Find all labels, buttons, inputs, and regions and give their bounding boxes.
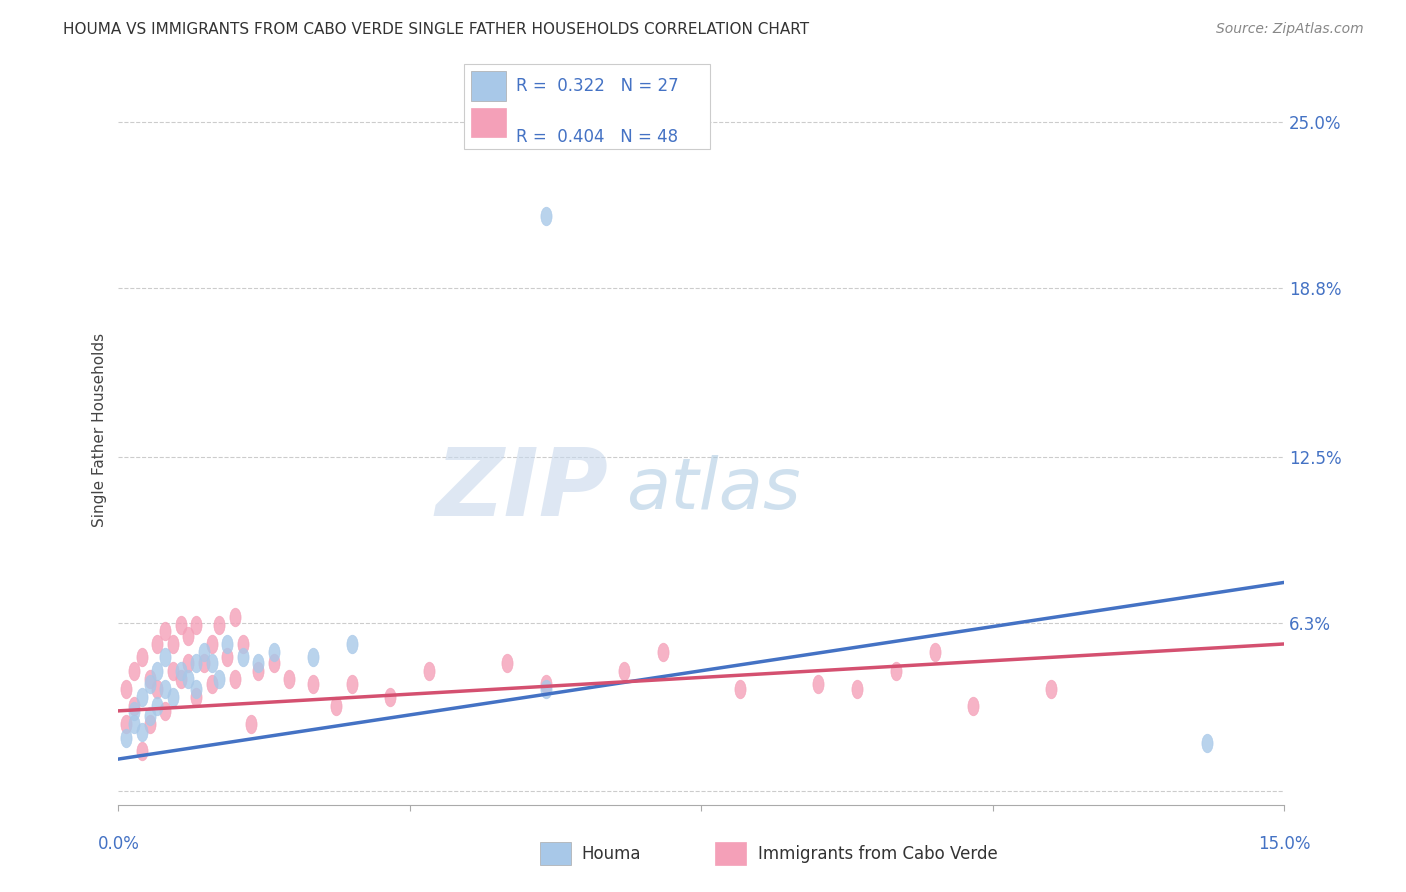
- Point: [193, 645, 215, 659]
- Point: [534, 682, 557, 697]
- Point: [232, 650, 254, 665]
- Point: [169, 618, 191, 632]
- Point: [186, 690, 208, 705]
- Text: HOUMA VS IMMIGRANTS FROM CABO VERDE SINGLE FATHER HOUSEHOLDS CORRELATION CHART: HOUMA VS IMMIGRANTS FROM CABO VERDE SING…: [63, 22, 810, 37]
- Point: [122, 704, 145, 718]
- Point: [138, 709, 160, 723]
- Point: [153, 682, 176, 697]
- Point: [186, 682, 208, 697]
- Point: [534, 209, 557, 223]
- Point: [131, 650, 153, 665]
- Point: [153, 704, 176, 718]
- Point: [613, 664, 636, 678]
- Point: [169, 672, 191, 686]
- Point: [651, 645, 673, 659]
- Text: 15.0%: 15.0%: [1258, 835, 1310, 853]
- Point: [534, 677, 557, 691]
- Text: Immigrants from Cabo Verde: Immigrants from Cabo Verde: [758, 845, 997, 863]
- Point: [496, 656, 519, 670]
- Point: [131, 725, 153, 739]
- Point: [278, 672, 301, 686]
- Point: [340, 677, 363, 691]
- Y-axis label: Single Father Households: Single Father Households: [93, 333, 107, 527]
- Point: [325, 698, 347, 713]
- Text: atlas: atlas: [626, 455, 800, 524]
- Point: [418, 664, 440, 678]
- Point: [146, 664, 169, 678]
- Point: [380, 690, 402, 705]
- Point: [138, 677, 160, 691]
- Point: [217, 637, 239, 651]
- Point: [263, 645, 285, 659]
- Point: [247, 664, 270, 678]
- Point: [177, 672, 200, 686]
- Text: ZIP: ZIP: [436, 444, 609, 536]
- Point: [153, 624, 176, 638]
- Point: [962, 698, 984, 713]
- Point: [301, 650, 323, 665]
- Point: [217, 650, 239, 665]
- Point: [1195, 736, 1218, 750]
- Point: [122, 717, 145, 731]
- Point: [131, 690, 153, 705]
- Point: [146, 698, 169, 713]
- Point: [131, 744, 153, 758]
- Point: [728, 682, 751, 697]
- Point: [122, 698, 145, 713]
- Point: [340, 637, 363, 651]
- Point: [224, 672, 246, 686]
- Text: 0.0%: 0.0%: [97, 835, 139, 853]
- Point: [224, 610, 246, 624]
- Point: [146, 682, 169, 697]
- Point: [162, 637, 184, 651]
- Point: [122, 664, 145, 678]
- Point: [201, 637, 224, 651]
- Point: [115, 682, 138, 697]
- Point: [193, 656, 215, 670]
- Point: [924, 645, 946, 659]
- Point: [201, 656, 224, 670]
- Point: [146, 637, 169, 651]
- Point: [138, 717, 160, 731]
- Point: [162, 690, 184, 705]
- Point: [153, 650, 176, 665]
- Point: [1040, 682, 1063, 697]
- Point: [169, 664, 191, 678]
- Text: Source: ZipAtlas.com: Source: ZipAtlas.com: [1216, 22, 1364, 37]
- Point: [208, 618, 231, 632]
- Point: [162, 664, 184, 678]
- Point: [232, 637, 254, 651]
- Point: [208, 672, 231, 686]
- Point: [138, 672, 160, 686]
- Text: R =  0.322   N = 27: R = 0.322 N = 27: [516, 77, 679, 95]
- Point: [247, 656, 270, 670]
- Point: [239, 717, 262, 731]
- Point: [884, 664, 907, 678]
- Point: [201, 677, 224, 691]
- Point: [115, 731, 138, 745]
- Point: [807, 677, 830, 691]
- Point: [177, 629, 200, 643]
- Point: [115, 717, 138, 731]
- Point: [263, 656, 285, 670]
- Text: R =  0.404   N = 48: R = 0.404 N = 48: [516, 128, 678, 146]
- Point: [845, 682, 868, 697]
- Point: [301, 677, 323, 691]
- Text: Houma: Houma: [582, 845, 641, 863]
- Point: [186, 656, 208, 670]
- Point: [186, 618, 208, 632]
- Point: [177, 656, 200, 670]
